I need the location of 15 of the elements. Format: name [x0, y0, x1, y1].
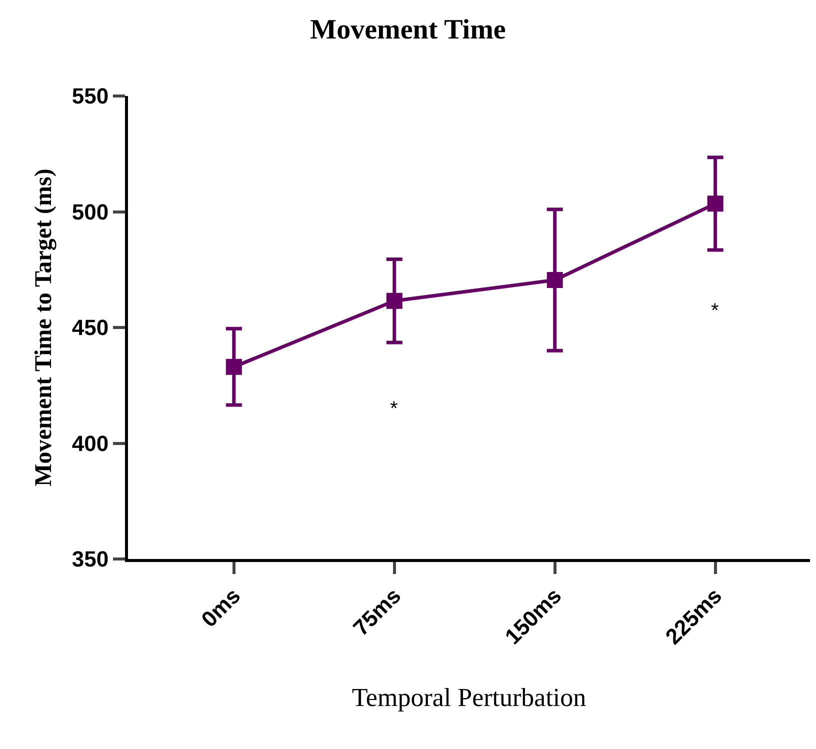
point: [707, 196, 724, 212]
point: [386, 292, 402, 309]
y-axis-title: Movement Time to Target (ms): [30, 168, 57, 486]
point: [226, 358, 242, 375]
y-tick-label: 400: [72, 430, 109, 456]
annotation: *: [390, 398, 398, 420]
y-tick-label: 350: [72, 546, 109, 572]
chart-title: Movement Time: [310, 14, 506, 46]
annotation: *: [711, 300, 719, 322]
x-tick-label: 0ms: [196, 583, 246, 632]
x-axis-title: Temporal Perturbation: [352, 682, 586, 712]
y-tick-label: 550: [72, 84, 109, 109]
y-tick-label: 450: [72, 315, 109, 340]
y-tick-label: 500: [72, 199, 109, 224]
point: [546, 272, 563, 288]
